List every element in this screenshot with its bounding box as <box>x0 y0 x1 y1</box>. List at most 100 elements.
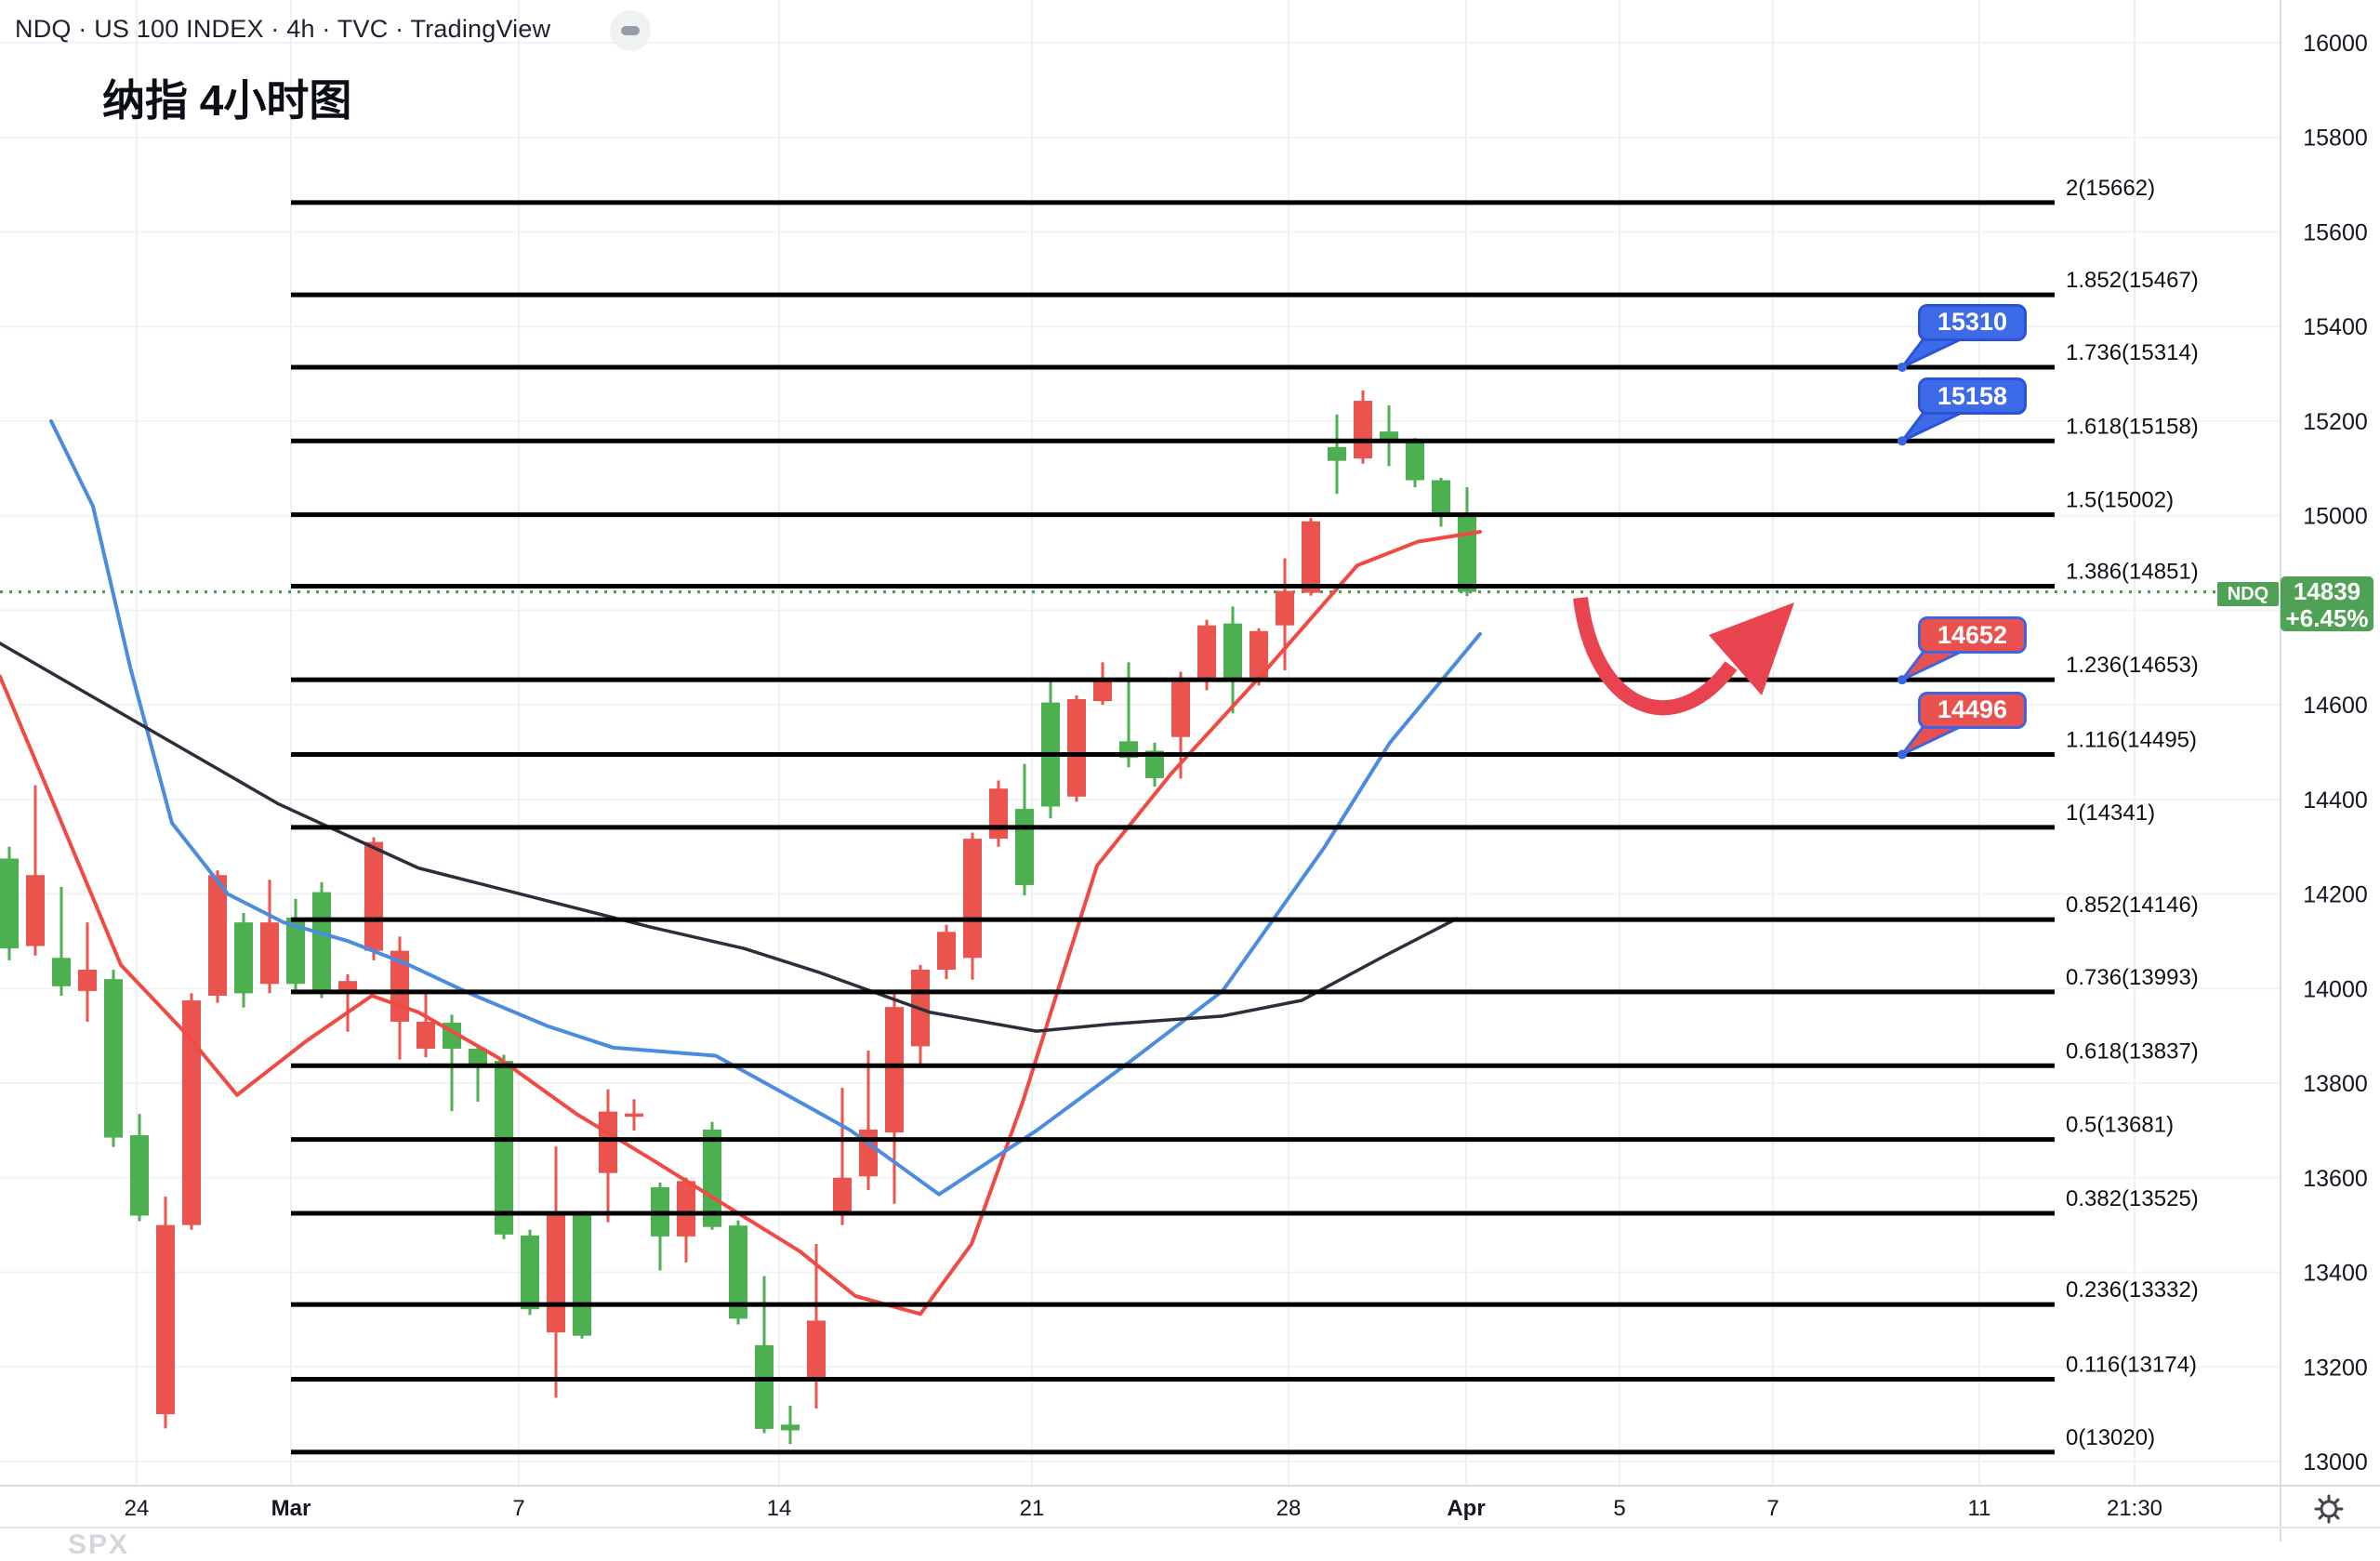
price-tick-label: 14600 <box>2303 693 2368 719</box>
candle-body <box>260 922 279 985</box>
callout-anchor-dot <box>1897 749 1907 760</box>
candle-body <box>755 1344 774 1429</box>
candle-body <box>885 1007 904 1132</box>
time-tick-label[interactable]: 7 <box>1766 1496 1778 1521</box>
candle-body <box>807 1320 826 1379</box>
candle-body <box>338 981 357 993</box>
candle-body <box>1380 431 1398 442</box>
candle-body <box>495 1061 513 1235</box>
candle-body <box>963 839 982 959</box>
trend-arrow-annotation[interactable] <box>1573 597 1738 716</box>
time-tick-label[interactable]: 24 <box>125 1496 150 1521</box>
ma-fast-red-line <box>0 529 1482 1316</box>
time-tick-label[interactable]: 28 <box>1276 1496 1302 1521</box>
current-price-symbol-tag: NDQ <box>2217 582 2279 606</box>
candle-body <box>416 1021 435 1049</box>
candle-body <box>989 788 1008 840</box>
time-tick-label[interactable]: Mar <box>271 1496 311 1521</box>
price-tick-label: 13600 <box>2303 1166 2368 1192</box>
current-price-value: 14839 <box>2293 577 2361 605</box>
collapse-legend-button[interactable] <box>610 10 651 51</box>
price-tick-label: 15800 <box>2303 126 2368 152</box>
price-tick-label: 13000 <box>2303 1449 2368 1475</box>
candle-body <box>26 875 45 946</box>
fib-level-label: 0.736(13993) <box>2066 965 2199 990</box>
candle-body <box>625 1113 643 1118</box>
time-tick-label[interactable]: 14 <box>767 1496 792 1521</box>
price-callout-14652[interactable]: 14652 <box>1918 616 2027 655</box>
candle-body <box>1354 401 1372 459</box>
candle-body <box>208 875 227 996</box>
candle-body <box>729 1225 747 1319</box>
time-tick-label[interactable]: Apr <box>1447 1496 1485 1521</box>
price-tick-label: 13200 <box>2303 1355 2368 1381</box>
price-callout-14496[interactable]: 14496 <box>1918 691 2027 729</box>
fib-level-label: 0.618(13837) <box>2066 1038 2199 1064</box>
candle-body <box>0 858 19 949</box>
fib-level-label: 2(15662) <box>2066 176 2155 201</box>
candle-body <box>156 1224 175 1415</box>
candle-body <box>781 1424 800 1431</box>
candle-body <box>1067 699 1086 797</box>
chart-subtitle: 纳指 4小时图 <box>102 76 352 125</box>
gear-icon[interactable] <box>2311 1491 2347 1527</box>
symbol-legend[interactable]: NDQ · US 100 INDEX · 4h · TVC · TradingV… <box>15 15 551 43</box>
candle-body <box>1197 625 1216 681</box>
candle-body <box>1145 750 1164 778</box>
candle-body <box>469 1048 487 1065</box>
price-callout-15158[interactable]: 15158 <box>1918 377 2027 416</box>
candle-body <box>703 1129 721 1227</box>
ma-mid-blue-line <box>49 418 1482 1197</box>
candle-body <box>937 932 956 970</box>
time-tick-label[interactable]: 21 <box>1020 1496 1045 1521</box>
fib-level-label: 0.5(13681) <box>2066 1113 2174 1138</box>
callout-anchor-dot <box>1897 436 1907 446</box>
price-tick-label: 13400 <box>2303 1261 2368 1287</box>
candle-body <box>1093 680 1112 702</box>
trend-arrow-head[interactable] <box>1709 602 1794 695</box>
candle-body <box>833 1177 852 1216</box>
candle-body <box>1015 809 1034 885</box>
candle-body <box>312 892 331 993</box>
candle-body <box>677 1181 695 1237</box>
time-tick-label[interactable]: 11 <box>1968 1496 1991 1521</box>
fib-level-label: 1(14341) <box>2066 800 2155 826</box>
price-tick-label: 16000 <box>2303 31 2368 57</box>
fib-level-label: 1.5(15002) <box>2066 488 2174 513</box>
price-tick-label: 14000 <box>2303 976 2368 1002</box>
candle-body <box>1432 480 1450 513</box>
candle-body <box>1302 521 1320 593</box>
fib-level-label: 1.116(14495) <box>2066 728 2197 753</box>
fib-level-label: 1.618(15158) <box>2066 414 2199 439</box>
fib-level-label: 0.236(13332) <box>2066 1277 2199 1303</box>
price-tick-label: 13800 <box>2303 1071 2368 1097</box>
time-tick-label[interactable]: 7 <box>512 1496 524 1521</box>
candle-body <box>1171 681 1190 737</box>
price-tick-label: 15400 <box>2303 314 2368 340</box>
fib-level-label: 1.386(14851) <box>2066 559 2199 584</box>
price-tick-label: 15200 <box>2303 409 2368 435</box>
price-tick-label: 15000 <box>2303 504 2368 530</box>
candle-body <box>521 1235 539 1310</box>
time-tick-label[interactable]: 5 <box>1613 1496 1625 1521</box>
fib-level-label: 0.852(14146) <box>2066 893 2199 918</box>
candle-body <box>234 922 253 994</box>
pane2-symbol-legend[interactable]: SPX <box>68 1529 130 1560</box>
candle-body <box>1328 446 1346 461</box>
price-tick-label: 15600 <box>2303 219 2368 245</box>
current-price-label: 14839 +6.45% <box>2281 576 2373 632</box>
fib-level-label: 1.852(15467) <box>2066 268 2199 293</box>
candle-body <box>1458 512 1476 592</box>
price-tick-label: 14400 <box>2303 787 2368 814</box>
fib-level-label: 0(13020) <box>2066 1425 2155 1450</box>
price-callout-15310[interactable]: 15310 <box>1918 303 2027 341</box>
candle-body <box>78 969 97 991</box>
candle-body <box>1250 630 1268 678</box>
fib-level-label: 1.736(15314) <box>2066 340 2199 365</box>
time-tick-label[interactable]: 21:30 <box>2107 1496 2162 1521</box>
callout-anchor-dot <box>1897 675 1907 685</box>
candle-body <box>547 1212 565 1333</box>
candle-body <box>599 1111 617 1173</box>
